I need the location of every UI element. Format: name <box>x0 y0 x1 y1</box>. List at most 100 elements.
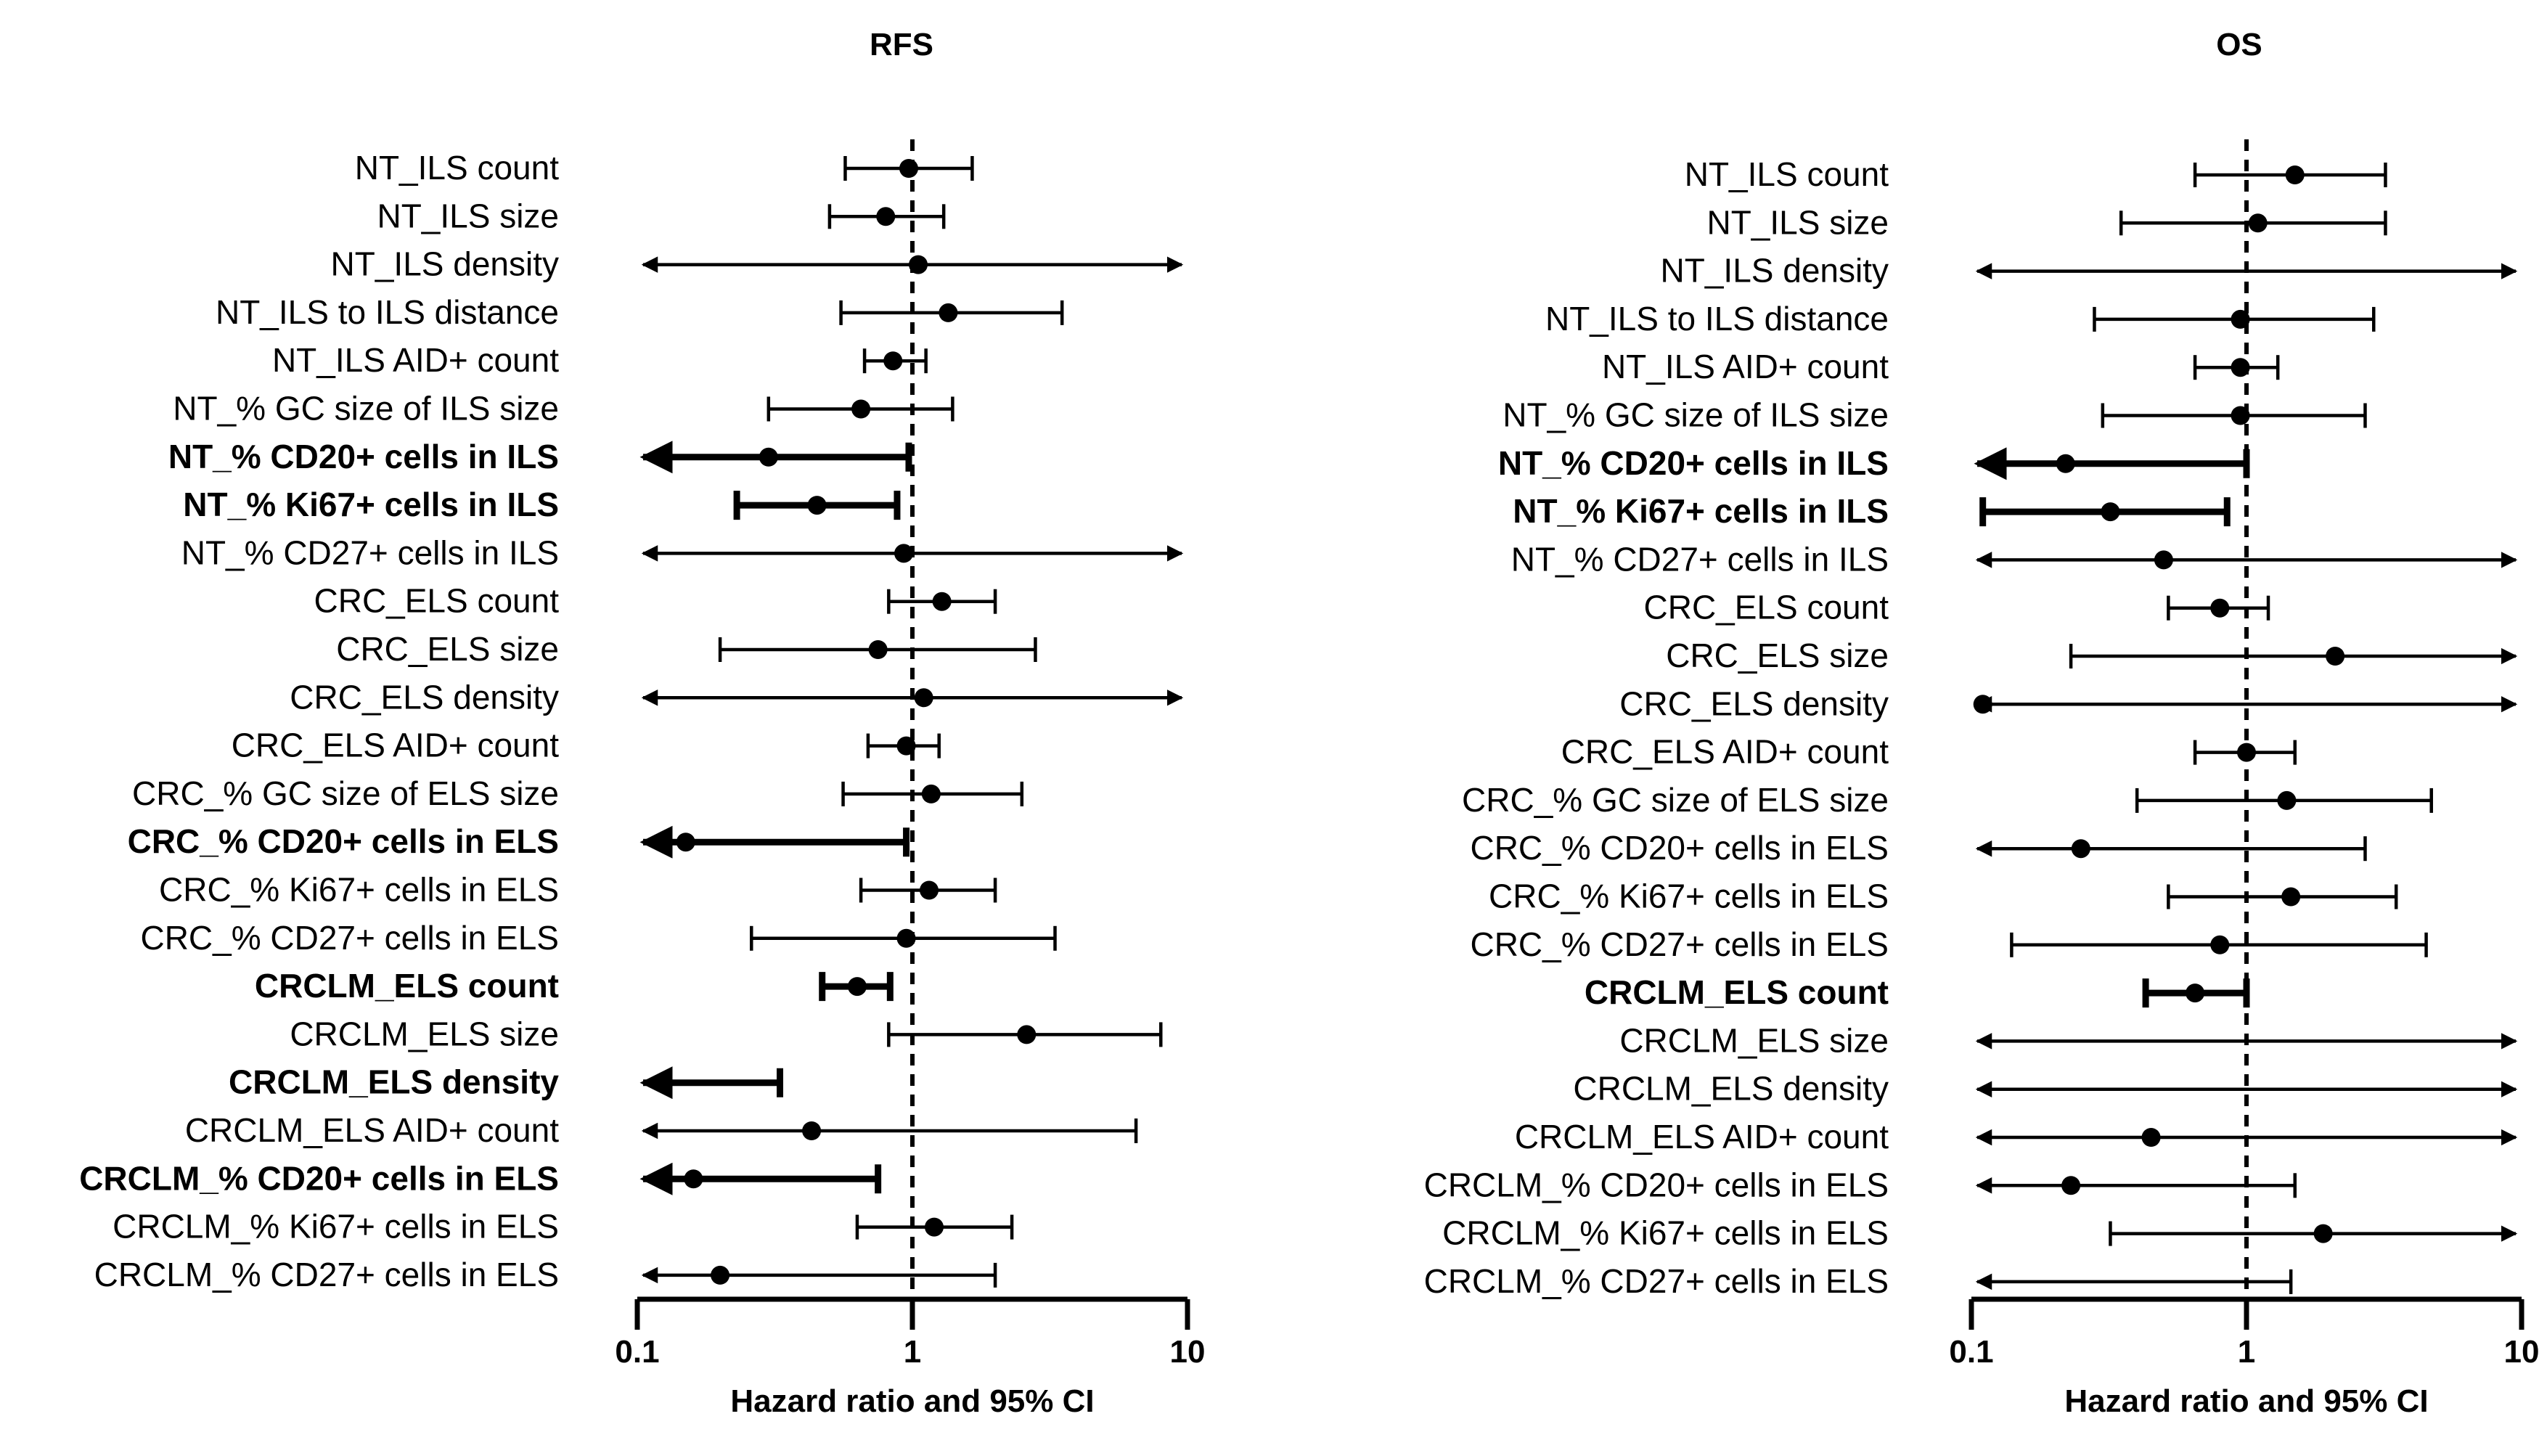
hr-point <box>1017 1025 1037 1044</box>
row-label: NT_% CD27+ cells in ILS <box>181 533 559 571</box>
forest-row: CRC_ELS AID+ count <box>1561 733 2297 771</box>
hr-point <box>921 784 941 803</box>
row-label: NT_% GC size of ILS size <box>1503 396 1889 434</box>
forest-row: NT_% CD20+ cells in ILS <box>1498 444 2250 482</box>
hr-point <box>684 1169 703 1189</box>
hr-point <box>2277 790 2297 810</box>
hr-point <box>909 255 928 274</box>
forest-row: CRCLM_% CD20+ cells in ELS <box>79 1159 882 1197</box>
hr-point <box>2154 550 2173 570</box>
forest-row: CRC_ELS size <box>336 630 1037 668</box>
hr-point <box>2071 839 2090 859</box>
hr-point <box>676 833 695 852</box>
forest-row: CRC_% CD27+ cells in ELS <box>140 919 1057 957</box>
x-tick-label: 0.1 <box>615 1334 659 1370</box>
row-label: CRCLM_ELS AID+ count <box>185 1111 559 1149</box>
hr-point <box>2248 213 2268 233</box>
hr-point <box>2313 1224 2333 1243</box>
forest-row: NT_% CD20+ cells in ILS <box>168 438 912 475</box>
hr-point <box>2210 935 2230 954</box>
forest-row: NT_ILS count <box>355 149 974 187</box>
hr-point <box>920 880 939 900</box>
hr-point <box>2101 502 2120 522</box>
hr-point <box>2210 598 2230 618</box>
hr-point <box>2141 1128 2161 1147</box>
hr-point <box>2186 983 2205 1003</box>
panel-title: OS <box>2216 27 2262 62</box>
row-label: NT_ILS AID+ count <box>1602 348 1889 385</box>
row-label: CRC_% GC size of ELS size <box>1462 781 1889 819</box>
row-label: CRCLM_ELS AID+ count <box>1515 1118 1889 1156</box>
forest-row: CRCLM_ELS AID+ count <box>185 1111 1138 1149</box>
row-label: NT_ILS to ILS distance <box>1545 300 1889 338</box>
forest-row: NT_ILS AID+ count <box>272 341 928 379</box>
hr-point <box>2281 887 2301 907</box>
hr-point <box>896 736 916 756</box>
row-label: CRC_ELS size <box>1666 637 1889 674</box>
row-label: NT_% Ki67+ cells in ILS <box>183 486 559 523</box>
row-label: NT_ILS size <box>377 197 559 234</box>
x-axis-label: Hazard ratio and 95% CI <box>730 1383 1094 1419</box>
hr-point <box>925 1217 944 1237</box>
forest-row: CRC_ELS density <box>290 678 1184 716</box>
forest-row: NT_ILS to ILS distance <box>1545 300 2376 338</box>
forest-row: CRCLM_% Ki67+ cells in ELS <box>113 1208 1014 1246</box>
row-label: CRC_ELS AID+ count <box>1561 733 1889 771</box>
forest-row: CRC_ELS size <box>1666 637 2518 674</box>
forest-row: CRCLM_% CD27+ cells in ELS <box>94 1256 997 1293</box>
forest-row: CRCLM_ELS size <box>1619 1021 2518 1059</box>
hr-point <box>847 977 867 997</box>
row-label: NT_ILS density <box>1661 252 1889 290</box>
row-label: CRCLM_ELS count <box>255 967 559 1005</box>
row-label: CRC_% CD27+ cells in ELS <box>140 919 559 957</box>
forest-row: NT_ILS density <box>331 245 1184 283</box>
row-label: NT_% GC size of ILS size <box>173 390 559 428</box>
forest-row: NT_ILS count <box>1685 155 2387 193</box>
forest-row: CRCLM_% Ki67+ cells in ELS <box>1442 1214 2518 1252</box>
hr-point <box>2061 1176 2081 1195</box>
hr-point <box>899 159 918 178</box>
row-label: NT_% Ki67+ cells in ILS <box>1513 492 1889 530</box>
row-label: CRC_ELS density <box>1619 684 1889 722</box>
x-axis: 0.1 1 10 Hazard ratio and 95% CI <box>615 1296 1205 1419</box>
hr-point <box>807 496 827 515</box>
forest-row: NT_% Ki67+ cells in ILS <box>1513 492 2231 530</box>
row-label: NT_ILS density <box>331 245 559 283</box>
hr-point <box>883 351 903 371</box>
forest-row: CRC_% Ki67+ cells in ELS <box>1489 878 2398 915</box>
row-label: CRCLM_ELS count <box>1585 973 1889 1011</box>
hr-point <box>759 447 778 467</box>
hr-point <box>896 928 916 948</box>
hr-point <box>2285 165 2305 184</box>
row-label: CRCLM_ELS density <box>1573 1070 1889 1108</box>
forest-row: CRC_ELS count <box>314 582 997 620</box>
row-label: CRCLM_% CD27+ cells in ELS <box>1424 1262 1889 1300</box>
row-label: CRC_ELS AID+ count <box>232 727 560 764</box>
row-label: CRC_% GC size of ELS size <box>132 774 559 812</box>
forest-row: CRCLM_ELS count <box>255 967 894 1005</box>
panel-title: RFS <box>870 27 933 62</box>
forest-panel-os: OS NT_ILS count NT_ILS size NT_ILS density N… <box>1424 27 2540 1419</box>
row-label: CRCLM_% Ki67+ cells in ELS <box>1442 1214 1889 1252</box>
hr-point <box>894 544 914 563</box>
row-label: CRC_% CD27+ cells in ELS <box>1470 925 1889 963</box>
row-label: NT_ILS AID+ count <box>272 341 559 379</box>
hr-point <box>2237 743 2256 762</box>
row-label: CRC_% Ki67+ cells in ELS <box>1489 878 1889 915</box>
row-label: CRC_ELS density <box>290 678 559 716</box>
row-label: CRCLM_% Ki67+ cells in ELS <box>113 1208 559 1246</box>
forest-row: CRC_% CD20+ cells in ELS <box>1470 829 2367 867</box>
row-label: CRCLM_ELS size <box>290 1015 559 1052</box>
hr-point <box>802 1121 822 1140</box>
forest-row: NT_ILS size <box>1706 203 2387 241</box>
x-tick-label: 0.1 <box>1949 1334 1993 1370</box>
forest-row: CRCLM_ELS size <box>290 1015 1163 1052</box>
row-label: CRC_ELS count <box>314 582 560 620</box>
hr-point <box>868 640 888 659</box>
hr-point <box>2231 406 2250 425</box>
row-label: NT_ILS count <box>1685 155 1889 193</box>
hr-point <box>2056 454 2075 473</box>
hr-point <box>2231 309 2250 329</box>
